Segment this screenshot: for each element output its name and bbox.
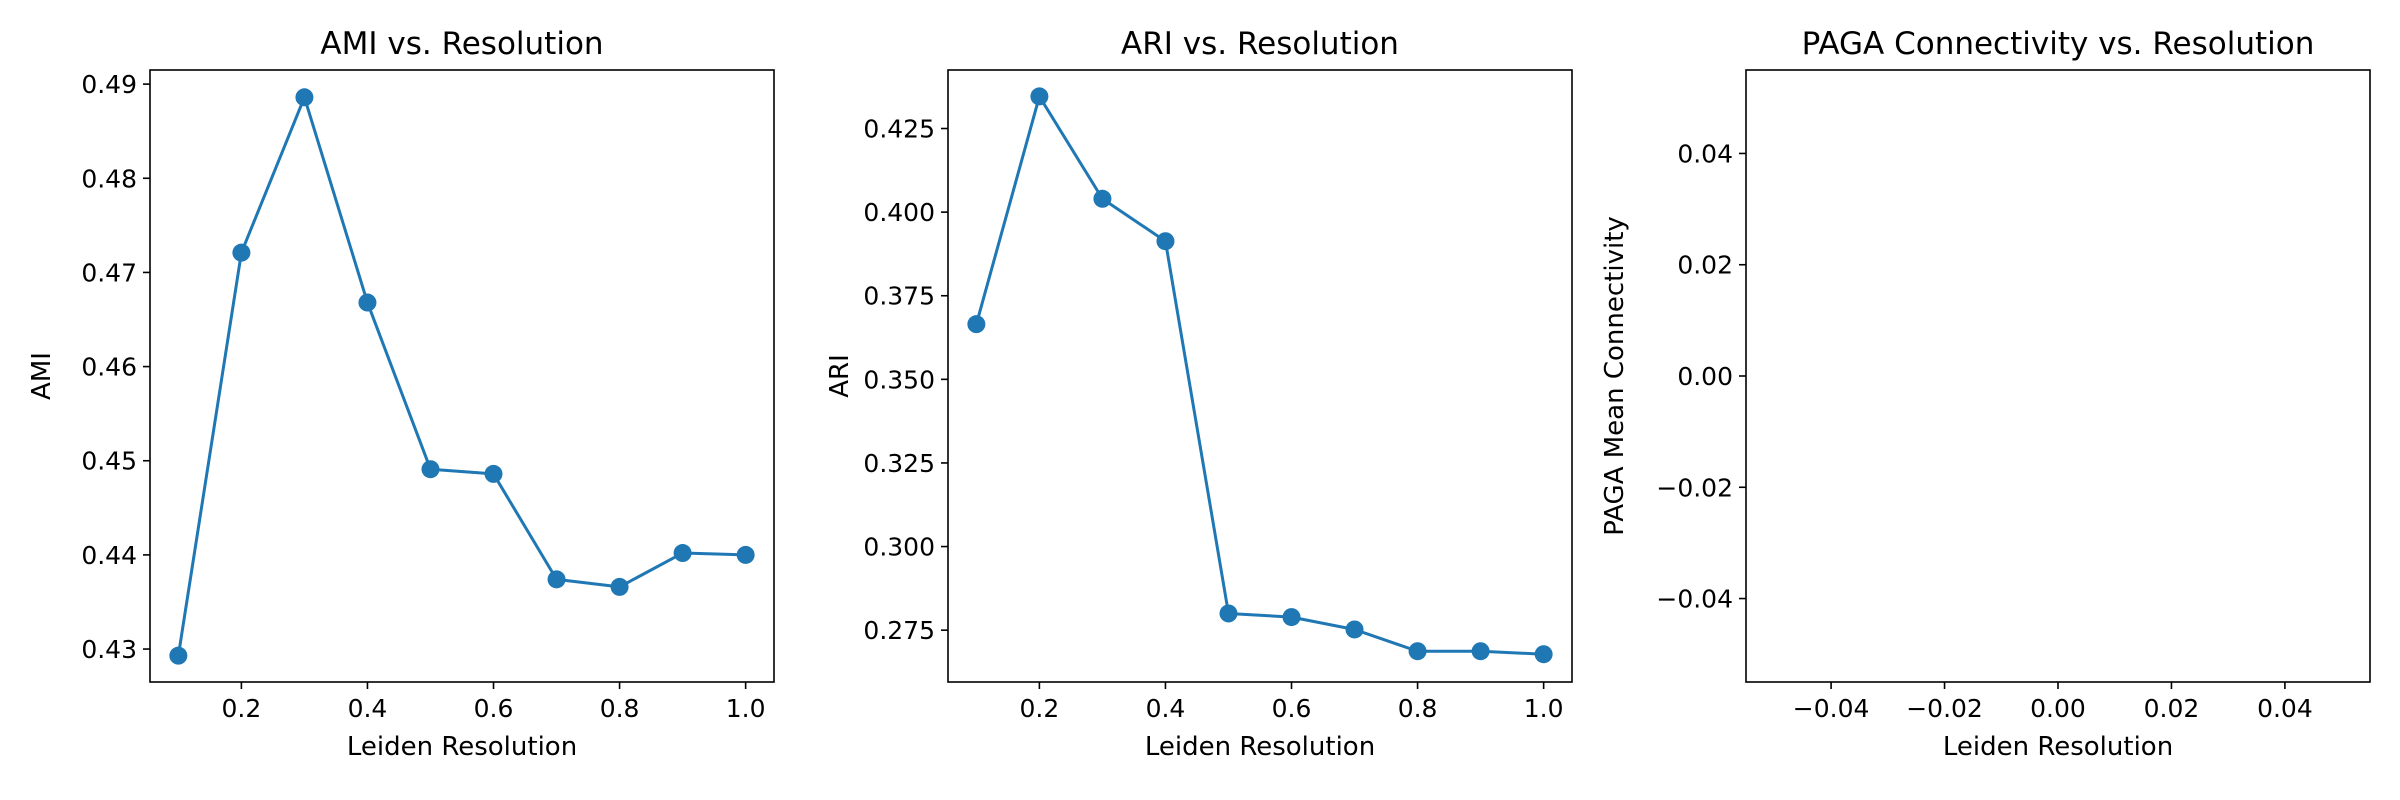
- x-tick-label: 0.8: [1398, 694, 1438, 723]
- x-tick-label: 1.0: [1524, 694, 1564, 723]
- y-tick-label: 0.425: [863, 115, 935, 144]
- data-point: [358, 293, 377, 312]
- axes-frame: [1745, 69, 2371, 683]
- data-point: [1156, 232, 1175, 251]
- x-axis-label: Leiden Resolution: [347, 732, 577, 762]
- data-point: [295, 88, 314, 107]
- x-tick-label: 0.8: [600, 694, 640, 723]
- x-tick-label: 0.00: [2030, 694, 2086, 723]
- data-point: [1534, 645, 1553, 664]
- y-tick-label: 0.00: [1677, 362, 1733, 391]
- x-tick-label: 0.2: [222, 694, 262, 723]
- y-tick-label: 0.45: [81, 447, 137, 476]
- y-tick-label: 0.46: [81, 353, 137, 382]
- data-point: [232, 243, 251, 262]
- data-point: [1030, 87, 1049, 106]
- chart-2: ARI vs. Resolution 0.2 0.4 0.6 0.8 1.0 0.275 0.…: [825, 26, 1573, 762]
- y-tick-label: 0.325: [863, 449, 935, 478]
- y-tick-label: 0.04: [1677, 139, 1733, 168]
- y-axis-label: ARI: [825, 354, 855, 398]
- x-tick-label: 0.6: [474, 694, 514, 723]
- data-point: [1219, 604, 1238, 623]
- y-tick-label: 0.400: [863, 198, 935, 227]
- y-tick-label: −0.04: [1656, 585, 1733, 614]
- x-axis-label: Leiden Resolution: [1145, 732, 1375, 762]
- series-line: [974, 94, 1544, 656]
- y-axis-label: AMI: [27, 352, 57, 400]
- y-tick-label: 0.48: [81, 164, 137, 193]
- x-tick-label: 1.0: [726, 694, 766, 723]
- data-point: [484, 464, 503, 483]
- data-point: [169, 646, 188, 665]
- y-tick-label: −0.02: [1656, 473, 1733, 502]
- x-axis-label: Leiden Resolution: [1943, 732, 2173, 762]
- x-tick-label: 0.4: [1146, 694, 1186, 723]
- chart-1: AMI vs. Resolution 0.2 0.4 0.6 0.8 1.0 0.43 0.4…: [27, 26, 775, 762]
- axes-frame: [149, 69, 775, 683]
- chart-title: PAGA Connectivity vs. Resolution: [1802, 26, 2315, 62]
- x-tick-label: 0.2: [1020, 694, 1060, 723]
- x-tick-label: 0.04: [2257, 694, 2313, 723]
- chart-panels: AMI vs. Resolution 0.2 0.4 0.6 0.8 1.0 0.43 0.4…: [27, 26, 2371, 762]
- data-point: [547, 570, 566, 589]
- y-tick-label: 0.300: [863, 533, 935, 562]
- data-point: [673, 544, 692, 563]
- data-point: [967, 315, 986, 334]
- y-axis-label: PAGA Mean Connectivity: [1600, 216, 1630, 536]
- x-tick-label: 0.02: [2144, 694, 2200, 723]
- data-point: [1471, 642, 1490, 661]
- series-line: [176, 95, 746, 656]
- chart-title: AMI vs. Resolution: [320, 26, 603, 62]
- y-tick-label: 0.350: [863, 365, 935, 394]
- y-tick-label: 0.49: [81, 70, 137, 99]
- data-point: [610, 577, 629, 596]
- data-point: [1093, 189, 1112, 208]
- y-tick-label: 0.02: [1677, 251, 1733, 280]
- data-point: [1345, 620, 1364, 639]
- axes-frame: [947, 69, 1573, 683]
- y-tick-label: 0.47: [81, 258, 137, 287]
- x-tick-label: 0.6: [1272, 694, 1312, 723]
- data-point: [1408, 642, 1427, 661]
- x-tick-label: −0.02: [1906, 694, 1983, 723]
- y-tick-label: 0.375: [863, 282, 935, 311]
- data-point: [736, 545, 755, 564]
- y-tick-label: 0.43: [81, 635, 137, 664]
- y-tick-label: 0.44: [81, 541, 137, 570]
- x-tick-label: 0.4: [348, 694, 388, 723]
- y-tick-label: 0.275: [863, 616, 935, 645]
- chart-3: PAGA Connectivity vs. Resolution −0.04 −0.…: [1600, 26, 2371, 762]
- chart-title: ARI vs. Resolution: [1121, 26, 1399, 62]
- data-point: [1282, 608, 1301, 627]
- data-point: [421, 460, 440, 479]
- x-tick-label: −0.04: [1793, 694, 1870, 723]
